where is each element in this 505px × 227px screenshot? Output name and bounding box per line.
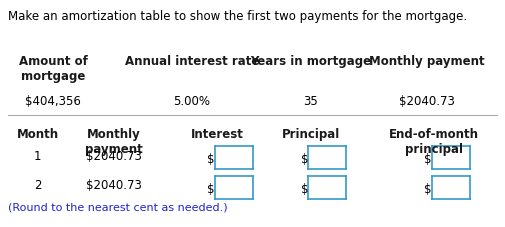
- Text: 5.00%: 5.00%: [173, 94, 211, 107]
- Text: $: $: [207, 152, 215, 165]
- Text: 2: 2: [34, 178, 41, 192]
- Text: $2040.73: $2040.73: [399, 94, 455, 107]
- Text: $: $: [300, 152, 308, 165]
- Text: $: $: [424, 182, 432, 195]
- Text: $2040.73: $2040.73: [86, 178, 141, 192]
- Text: Years in mortgage: Years in mortgage: [250, 54, 371, 67]
- Text: Month: Month: [17, 127, 59, 140]
- Text: Principal: Principal: [281, 127, 340, 140]
- Text: 1: 1: [34, 149, 41, 162]
- Text: Annual interest rate: Annual interest rate: [125, 54, 259, 67]
- Text: Interest: Interest: [191, 127, 243, 140]
- Text: $: $: [207, 182, 215, 195]
- Text: Amount of
mortgage: Amount of mortgage: [19, 54, 87, 82]
- Text: Monthly payment: Monthly payment: [369, 54, 484, 67]
- Text: $: $: [424, 152, 432, 165]
- Text: Make an amortization table to show the first two payments for the mortgage.: Make an amortization table to show the f…: [8, 10, 467, 23]
- Text: 35: 35: [303, 94, 318, 107]
- Text: End-of-month
principal: End-of-month principal: [389, 127, 479, 155]
- Text: (Round to the nearest cent as needed.): (Round to the nearest cent as needed.): [8, 202, 227, 212]
- Text: $2040.73: $2040.73: [86, 149, 141, 162]
- Text: Monthly
payment: Monthly payment: [85, 127, 142, 155]
- Text: $404,356: $404,356: [25, 94, 81, 107]
- Text: $: $: [300, 182, 308, 195]
